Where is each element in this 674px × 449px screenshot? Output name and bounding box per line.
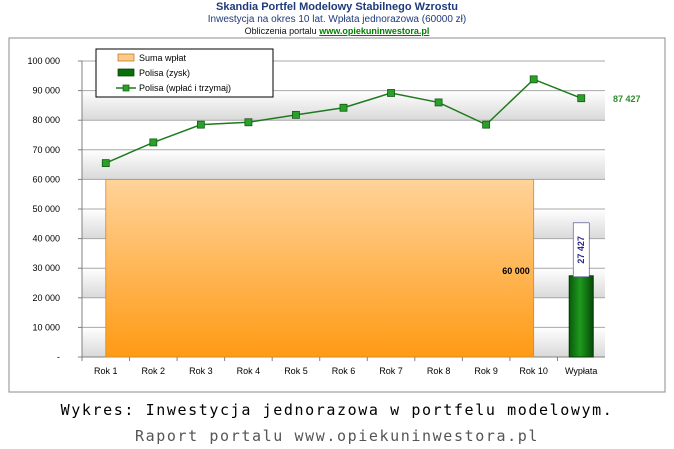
x-tick-label: Rok 10 [519,366,548,376]
end-value-label: 87 427 [613,94,641,104]
x-tick-label: Rok 5 [284,366,308,376]
line-point [529,75,538,84]
bar-polisa-zysk [568,275,594,358]
area-value-label: 60 000 [502,266,530,276]
caption-source: Raport portalu www.opiekuninwestora.pl [135,427,539,445]
y-tick-label: - [57,352,60,362]
y-tick-label: 50 000 [32,204,60,214]
line-point [149,138,158,147]
y-tick-label: 70 000 [32,145,60,155]
chart-credit: Obliczenia portalu www.opiekuninwestora.… [0,26,674,36]
line-point [339,103,348,112]
bar-value-box [572,222,590,278]
x-tick-label: Rok 4 [237,366,261,376]
y-tick-label: 30 000 [32,263,60,273]
x-tick-label: Rok 3 [189,366,213,376]
x-tick-label: Rok 6 [332,366,356,376]
chart-title: Skandia Portfel Modelowy Stabilnego Wzro… [215,1,459,13]
y-tick-label: 40 000 [32,234,60,244]
area-suma-wplat [105,178,535,358]
area-layer [105,178,535,358]
legend-label: Suma wpłat [139,53,187,63]
caption-main: Wykres: Inwestycja jednorazowa w portfel… [60,401,614,419]
chart-subtitle: Inwestycja na okres 10 lat. Wpłata jedno… [207,14,467,25]
bar-layer [568,275,594,358]
x-tick-label: Rok 7 [379,366,403,376]
line-point [101,159,110,168]
line-point [482,120,491,129]
credit-prefix: Obliczenia portalu [244,26,317,36]
line-point [196,120,205,129]
y-tick-label: 20 000 [32,293,60,303]
legend-label: Polisa (zysk) [139,68,190,78]
line-point [244,118,253,127]
legend-label: Polisa (wpłać i trzymaj) [139,83,231,93]
y-tick-label: 60 000 [32,174,60,184]
label-layer: 60 000 27 427 87 427 [502,94,641,278]
portal-link[interactable]: www.opiekuninwestora.pl [319,26,430,36]
y-tick-label: 80 000 [32,115,60,125]
line-point [434,98,443,107]
legend-swatch-marker [122,84,130,92]
x-tick-label: Rok 1 [94,366,118,376]
line-point [292,110,300,119]
x-tick-label: Rok 9 [474,366,498,376]
grid-band [82,149,605,180]
x-tick-label: Rok 8 [427,366,451,376]
y-tick-label: 100 000 [27,56,60,66]
legend: Suma wpłat Polisa (zysk) Polisa (wpłać i t… [95,48,274,98]
legend-swatch-area [117,53,135,62]
line-point [387,89,395,97]
legend-swatch-bar [117,68,135,77]
y-tick-label: 10 000 [32,322,60,332]
axes: - 10 000 20 000 30 000 40 000 50 000 60 000 70 … [27,56,605,376]
y-tick-label: 90 000 [32,86,60,96]
bar-value-label: 27 427 [576,236,586,264]
x-tick-label: Wypłata [565,366,597,376]
line-point [577,94,586,103]
x-tick-label: Rok 2 [142,366,166,376]
line-layer [101,75,586,168]
